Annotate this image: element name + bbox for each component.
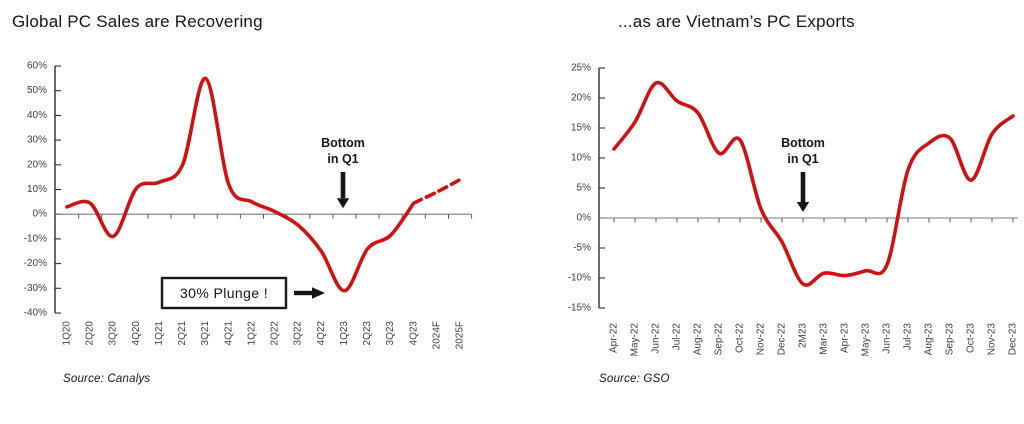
series-line [612,80,1015,287]
y-tick-label: -5% [573,243,591,254]
y-tick-label: 50% [27,85,47,96]
right-chart-title: ...as are Vietnam’s PC Exports [618,12,855,31]
x-tick-label: 2Q20 [85,321,96,346]
x-tick-label: 2024F [431,321,442,349]
x-tick-label: May-22 [630,323,641,357]
x-tick-label: Sep-23 [945,323,956,356]
y-tick-label: 25% [571,63,591,74]
x-tick-label: 3Q21 [200,321,211,346]
annotation-text: 30% Plunge ! [180,285,268,301]
callout-box [160,276,288,310]
y-tick-label: 15% [571,123,591,134]
y-tick-label: 20% [27,159,47,170]
x-tick-label: Jul-23 [903,323,914,351]
x-tick-label: Jul-22 [672,323,683,351]
x-tick-label: 1Q20 [62,321,73,346]
left-chart-title: Global PC Sales are Recovering [12,12,263,31]
y-tick-label: 0% [577,213,592,224]
down-arrow-icon [800,172,806,202]
x-axis: Apr-22 May-22 Jun-22 Jul-22 Aug-22 Sep-22 Oct-… [599,217,1019,357]
annotation-text: in Q1 [327,152,358,166]
x-tick-label: Nov-23 [987,323,998,356]
y-tick-label: -15% [568,303,591,314]
x-tick-label: 1Q23 [339,321,350,346]
x-tick-label: 4Q22 [316,321,327,346]
y-axis: 60% 50% 40% 30% 20% 10% 0% -10% -20% -30% -40% [24,61,61,319]
annotation-text: Bottom [321,136,365,150]
x-tick-label: Sep-22 [714,323,725,356]
x-tick-label: Mar-23 [819,323,830,355]
x-tick-label: 2M23 [798,323,809,348]
forecast-line [412,177,462,205]
x-tick-label: Oct-22 [735,323,746,353]
x-tick-label: 3Q23 [385,321,396,346]
x-tick-label: Jun-22 [651,323,662,354]
vietnam-pc-exports-chart: 25% 20% 15% 10% 5% 0% -5% -10% -15% Apr-22 May-22 J… [568,63,1019,357]
down-arrowhead-icon [796,202,810,212]
x-tick-label: 2Q22 [270,321,281,346]
x-tick-label: 4Q21 [223,321,234,346]
x-tick-label: Aug-22 [693,323,704,356]
annotation-text: Bottom [781,136,825,150]
x-tick-label: Oct-23 [966,323,977,353]
x-tick-label: 2Q21 [177,321,188,346]
right-arrow-icon [294,290,312,296]
down-arrowhead-icon [336,198,350,209]
right-arrowhead-icon [312,287,325,299]
left-chart-source: Source: Canalys [63,373,151,385]
annotation-30-percent-plunge: 30% Plunge ! [160,276,325,310]
x-tick-label: Dec-23 [1008,323,1019,356]
x-axis: 1Q20 2Q20 3Q20 4Q20 1Q21 2Q21 3Q21 4Q21 1Q22 2Q22… [54,213,473,349]
annotation-text: in Q1 [787,152,818,166]
y-tick-label: 0% [33,209,48,220]
x-tick-label: Nov-22 [756,323,767,356]
y-axis: 25% 20% 15% 10% 5% 0% -5% -10% -15% [568,63,605,314]
annotation-bottom-in-q1: Bottom in Q1 [321,136,365,209]
y-tick-label: 20% [571,93,591,104]
y-tick-label: 5% [577,183,592,194]
y-tick-label: -40% [24,308,47,319]
x-tick-label: May-23 [861,323,872,357]
right-chart-source: Source: GSO [599,373,670,385]
y-tick-label: 40% [27,110,47,121]
x-tick-label: Dec-22 [777,323,788,356]
x-tick-label: 2Q23 [362,321,373,346]
x-tick-label: Apr-23 [840,323,851,353]
x-tick-label: Aug-23 [924,323,935,356]
y-tick-label: -20% [24,258,47,269]
annotation-bottom-in-q1: Bottom in Q1 [781,136,825,212]
y-tick-label: 10% [571,153,591,164]
x-tick-label: Apr-22 [609,323,620,353]
x-tick-label: 4Q20 [131,321,142,346]
x-tick-label: 3Q20 [108,321,119,346]
y-tick-label: 10% [27,184,47,195]
y-tick-label: 60% [27,61,47,72]
y-tick-label: 30% [27,135,47,146]
x-tick-label: 3Q22 [293,321,304,346]
x-tick-label: Jun-23 [882,323,893,354]
x-tick-label: 2025F [455,321,466,349]
global-pc-sales-chart: 60% 50% 40% 30% 20% 10% 0% -10% -20% -30% -40% 1Q20… [24,61,473,349]
y-tick-label: -10% [24,233,47,244]
series-line [65,76,416,293]
x-tick-label: 1Q22 [247,321,258,346]
x-tick-label: 1Q21 [154,321,165,346]
y-tick-label: -30% [24,283,47,294]
x-tick-label: 4Q23 [408,321,419,346]
y-tick-label: -10% [568,273,591,284]
down-arrow-icon [340,172,346,199]
